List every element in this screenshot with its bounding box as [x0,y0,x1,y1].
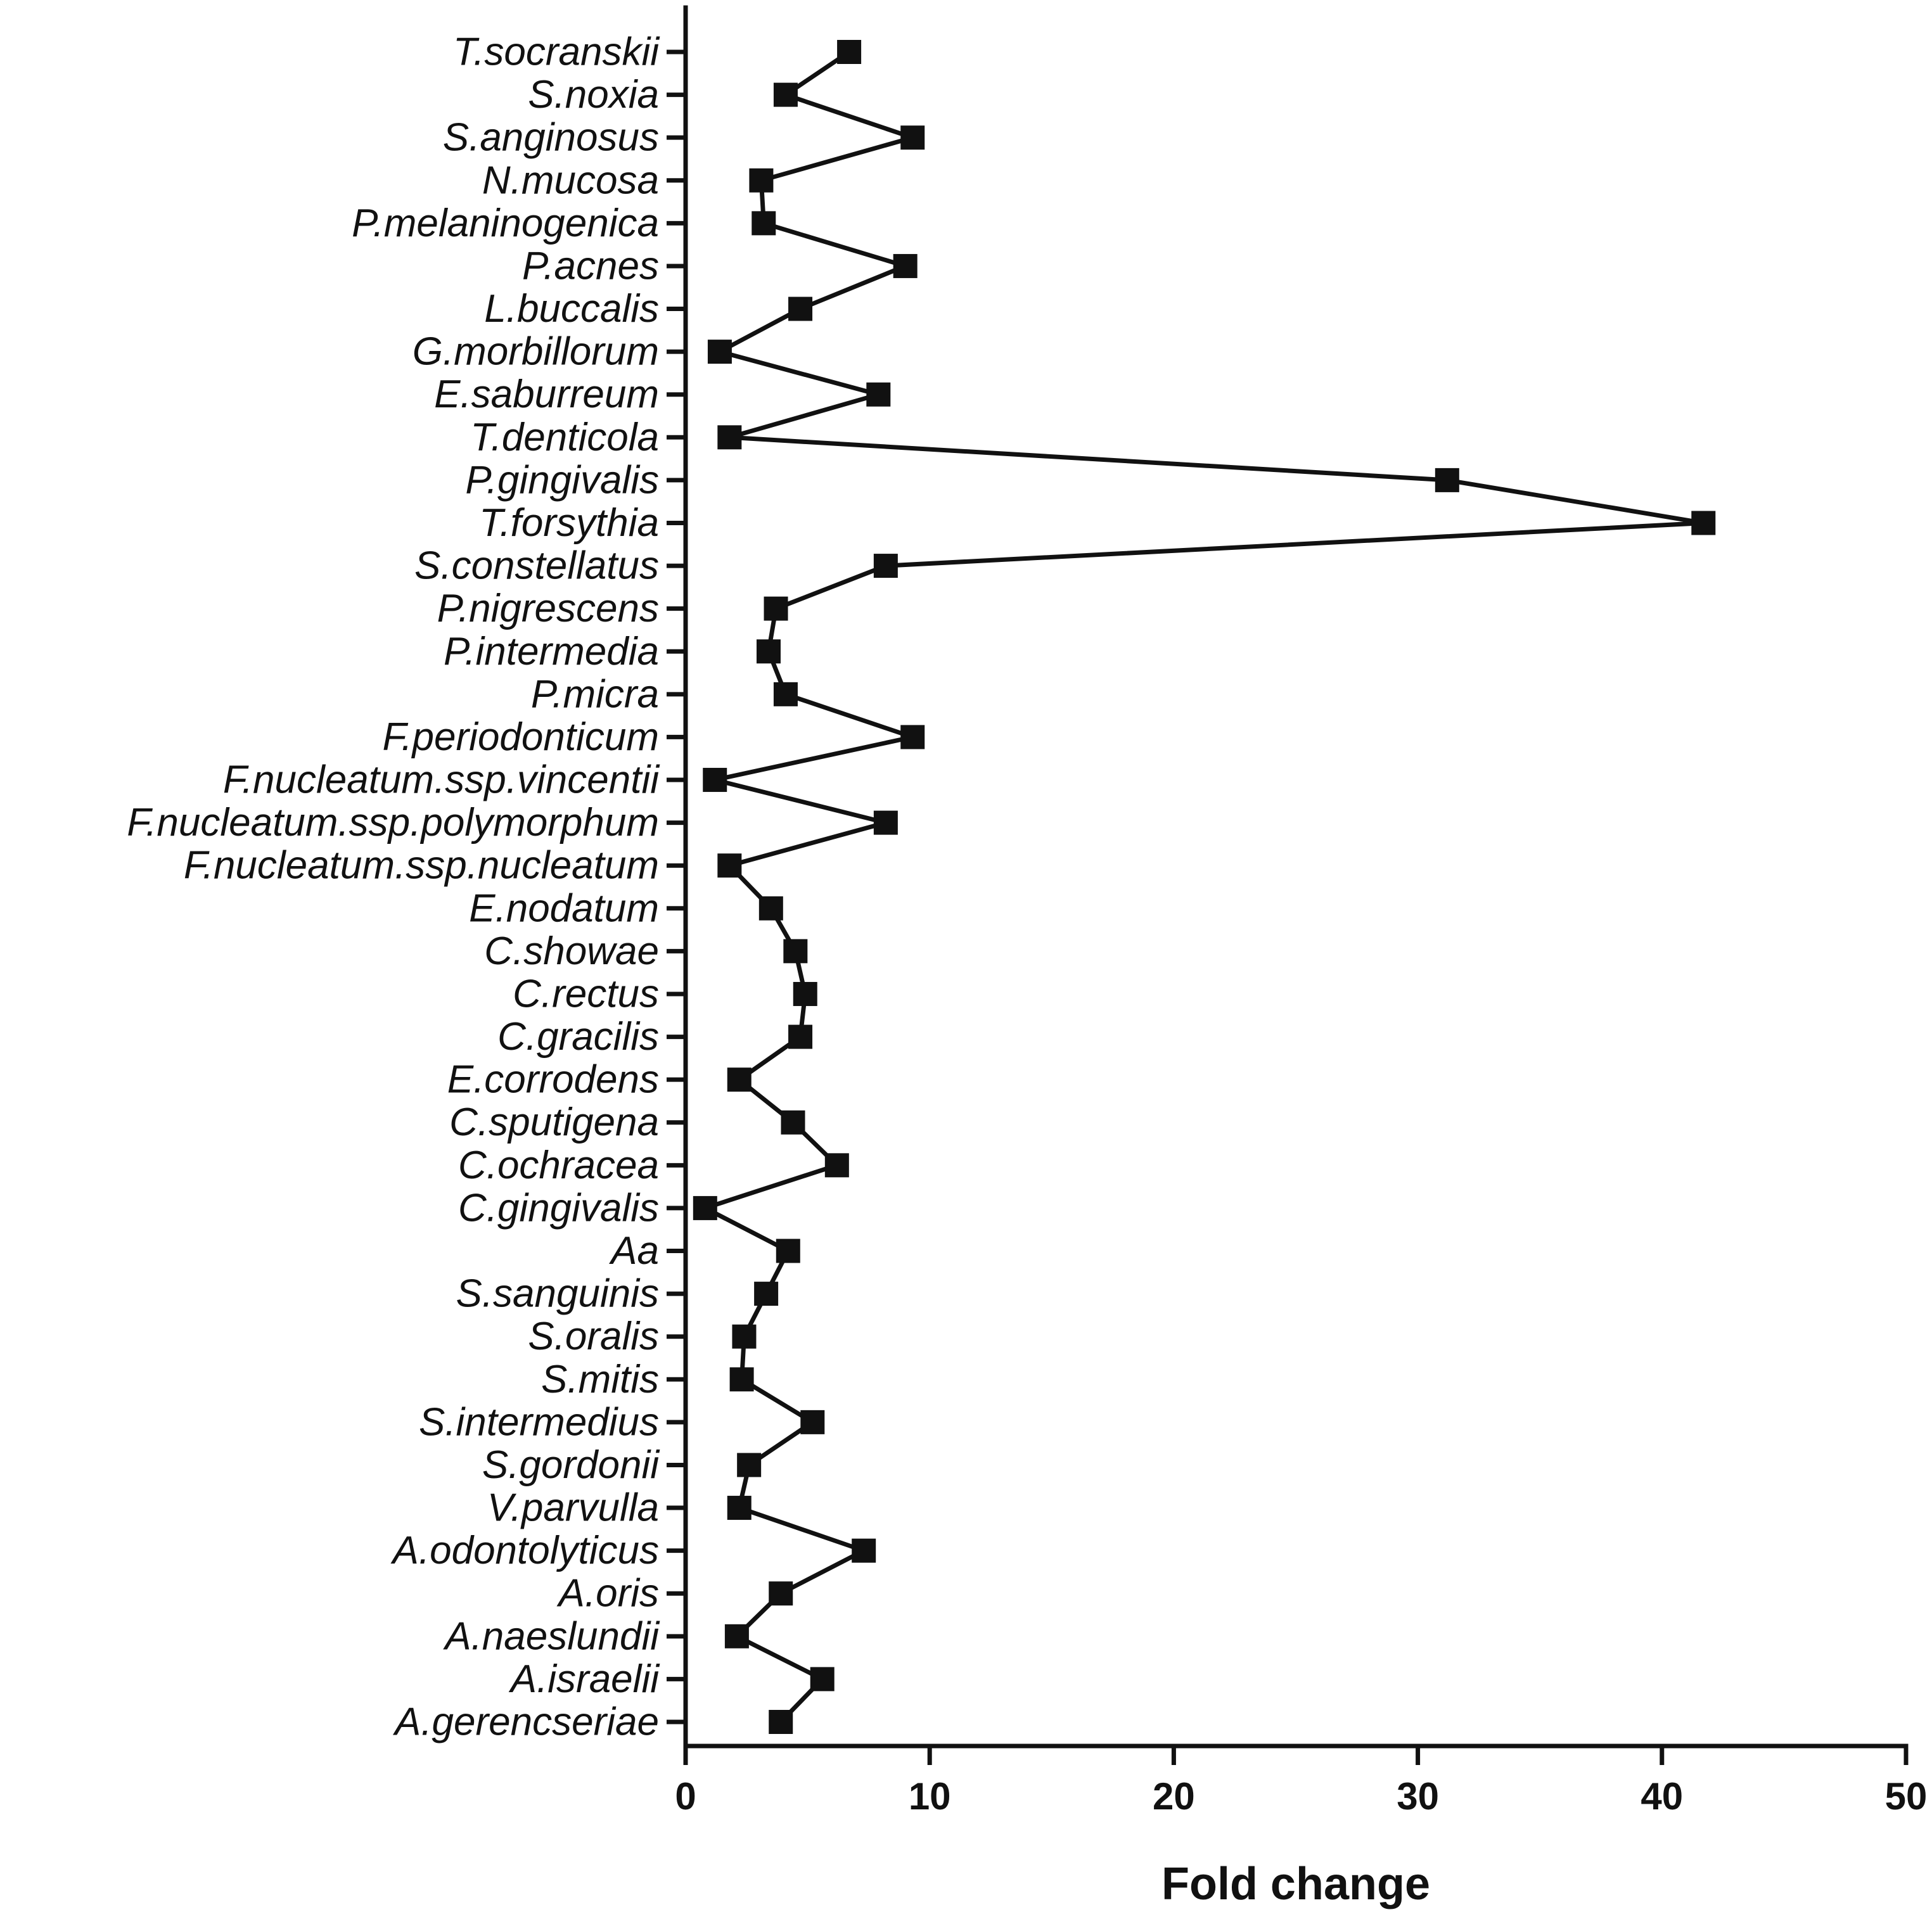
category-label: G.morbillorum [413,330,659,374]
category-label: C.showae [484,929,659,973]
category-label: Aa [608,1229,659,1273]
data-point [788,1024,813,1049]
data-point [752,211,776,236]
x-tick-label: 30 [1397,1775,1439,1818]
data-point [824,1153,849,1178]
axes [667,5,1909,1765]
category-label: S.constellatus [414,544,659,588]
data-point [1435,468,1459,492]
data-point [769,1581,793,1606]
category-label: T.forsythia [479,501,659,545]
data-point [900,725,925,749]
data-point [793,981,817,1006]
category-label: S.sanguinis [456,1272,659,1316]
data-point [717,853,742,878]
series [693,40,1716,1734]
data-point [866,382,891,407]
data-point [769,1710,793,1734]
category-label: N.mucosa [482,158,659,202]
labels: 0 10 20 30 40 50 T.socranskiiS.noxiaS.anginosu… [127,30,1927,1818]
category-label: S.noxia [528,73,659,117]
category-label: C.gingivalis [458,1186,659,1230]
data-point [852,1538,876,1563]
category-label: A.gerencseriae [392,1700,659,1744]
series-line [699,50,1704,1724]
data-point [758,896,783,921]
category-label: C.sputigena [449,1100,659,1144]
data-point [707,340,732,364]
category-label: C.gracilis [497,1015,659,1059]
category-label: C.ochracea [458,1144,659,1187]
category-label: P.nigrescens [437,587,659,630]
data-point [729,1367,754,1392]
data-point [893,253,918,278]
category-label: P.gingivalis [465,458,659,502]
category-label: T.denticola [470,416,659,459]
data-point [756,639,781,664]
data-point [873,810,898,835]
data-point [837,40,862,64]
data-point [737,1453,762,1477]
data-point [781,1110,805,1135]
category-label: S.mitis [541,1358,659,1401]
category-label: S.oralis [528,1315,659,1358]
category-label: A.israelii [508,1657,661,1701]
data-point [749,168,774,193]
category-label: A.odontolyticus [390,1529,659,1572]
category-label: C.rectus [513,972,659,1016]
category-label: S.intermedius [419,1400,659,1444]
category-label: S.gordonii [482,1443,660,1487]
category-label: F.nucleatum.ssp.vincentii [223,758,660,802]
data-point [773,82,798,107]
data-point [724,1624,749,1648]
category-label: F.nucleatum.ssp.polymorphum [127,801,659,844]
x-tick-label: 40 [1641,1775,1683,1818]
data-point [900,125,925,150]
category-label: F.nucleatum.ssp.nucleatum [184,844,659,888]
data-point [788,296,813,321]
category-label: A.naeslundii [442,1614,660,1658]
data-point [873,554,898,578]
data-point [693,1195,717,1220]
x-axis-title: Fold change [1161,1859,1430,1909]
data-point [717,425,742,450]
x-tick-label: 20 [1153,1775,1195,1818]
category-label: P.melaninogenica [352,201,659,245]
data-point [773,682,798,706]
category-label: S.anginosus [443,116,659,160]
data-point [764,596,788,621]
data-point [732,1324,757,1349]
category-label: E.saburreum [434,373,659,416]
x-tick-label: 50 [1885,1775,1928,1818]
category-label: P.micra [531,672,659,716]
data-point [800,1410,825,1434]
category-label: T.socranskii [453,30,660,74]
data-point [776,1239,800,1263]
data-point [727,1067,752,1092]
x-tick-label: 0 [675,1775,696,1818]
category-label: F.periodonticum [382,715,659,759]
category-label: L.buccalis [484,287,659,331]
category-label: E.corrodens [447,1058,659,1102]
data-point [754,1282,779,1306]
data-point [1691,511,1716,535]
category-label: A.oris [556,1572,659,1616]
data-point [703,768,727,793]
data-point [783,939,808,964]
x-tick-label: 10 [909,1775,951,1818]
category-label: E.nodatum [469,886,659,930]
category-label: P.acnes [522,244,659,288]
category-label: V.parvulla [487,1486,659,1530]
data-point [727,1496,752,1520]
category-label: P.intermedia [444,630,659,673]
data-point [810,1667,835,1692]
